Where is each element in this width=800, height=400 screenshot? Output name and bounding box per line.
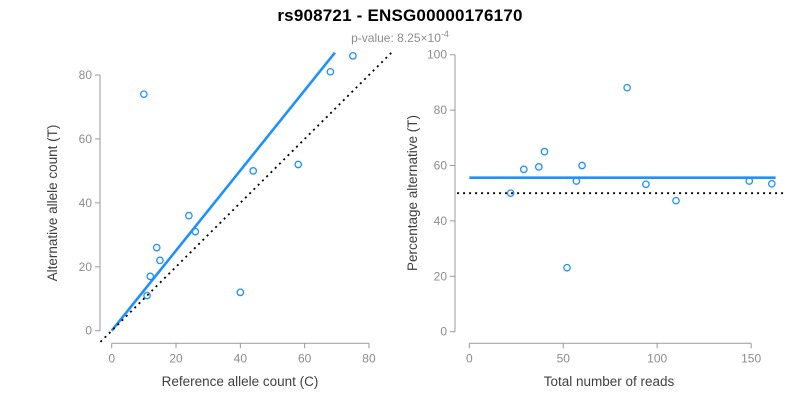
x-axis-label: Reference allele count (C) (162, 374, 319, 389)
y-tick-label: 0 (440, 325, 447, 339)
y-tick-label: 60 (79, 132, 93, 146)
y-axis-label: Percentage alternative (T) (405, 115, 420, 271)
data-point (578, 161, 586, 170)
data-point (152, 243, 161, 252)
data-point (563, 263, 571, 272)
y-axis-label: Alternative allele count (T) (45, 125, 60, 282)
data-point (249, 167, 258, 175)
data-point (326, 67, 335, 76)
figure-subtitle: p-value: 8.25×10-4 (0, 29, 800, 45)
figure-header: rs908721 - ENSG00000176170 p-value: 8.25… (0, 0, 800, 45)
data-point (519, 165, 528, 174)
x-tick-label: 60 (298, 351, 312, 365)
data-point (143, 291, 151, 300)
fit-line (110, 51, 336, 332)
y-tick-label: 20 (79, 260, 93, 274)
allele-count-scatter-plot: 0 20 40 60 80 0 20 40 60 80 Reference allele count… (45, 51, 393, 389)
pvalue-exponent: -4 (440, 29, 449, 39)
y-tick-label: 20 (434, 269, 448, 283)
data-point (642, 180, 650, 189)
figure-title: rs908721 - ENSG00000176170 (277, 6, 523, 25)
data-point (540, 147, 549, 156)
x-tick-label: 150 (741, 351, 761, 365)
data-point (767, 179, 776, 188)
x-tick-label: 80 (362, 351, 376, 365)
data-point (185, 211, 193, 220)
y-tick-label: 60 (434, 159, 448, 173)
y-tick-label: 0 (85, 324, 92, 338)
x-tick-label: 20 (169, 351, 183, 365)
percentage-reads-scatter-plot: 0 50 100 150 0 20 40 60 80 100 Total number of rea… (405, 48, 785, 389)
x-tick-label: 40 (234, 351, 248, 365)
data-point (146, 272, 155, 281)
y-tick-label: 40 (79, 196, 93, 210)
x-tick-label: 0 (466, 351, 473, 365)
data-point (572, 177, 581, 185)
y-tick-label: 80 (79, 68, 93, 82)
data-point (156, 256, 164, 265)
identity-line (99, 52, 393, 343)
data-point (506, 189, 515, 198)
data-point (294, 160, 303, 169)
data-point (191, 227, 200, 236)
x-tick-label: 50 (557, 351, 571, 365)
data-point (349, 51, 357, 60)
data-point (534, 163, 543, 171)
data-point (140, 90, 148, 99)
y-tick-label: 100 (427, 48, 447, 62)
x-tick-label: 100 (647, 351, 667, 365)
data-point (672, 196, 680, 205)
x-axis-label: Total number of reads (544, 374, 675, 389)
y-tick-label: 80 (434, 103, 448, 117)
pvalue-mantissa: 8.25×10 (397, 31, 441, 45)
data-point (623, 83, 631, 92)
pvalue-label: p-value: (351, 31, 394, 45)
x-tick-label: 0 (108, 351, 115, 365)
data-point (236, 288, 245, 297)
y-tick-label: 40 (434, 214, 448, 228)
data-point (745, 177, 754, 185)
